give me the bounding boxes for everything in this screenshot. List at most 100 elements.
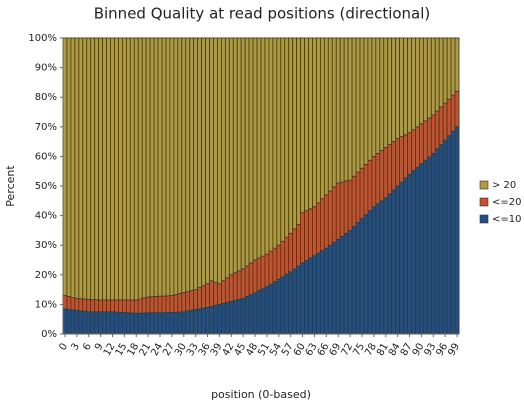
bar-segment [446, 135, 452, 335]
bar-segment [335, 182, 341, 240]
bar-segment [110, 37, 115, 301]
bar-segment [363, 163, 369, 216]
bar-segment [185, 310, 191, 335]
bar-segment [197, 37, 202, 288]
bar-segment [122, 311, 127, 335]
bar-segment [316, 202, 321, 254]
y-tick-label: 40% [35, 211, 57, 222]
bar-segment [153, 37, 159, 297]
bar-segment [284, 273, 290, 335]
bar-segment [118, 311, 123, 335]
y-tick-label: 80% [35, 92, 57, 103]
y-tick-label: 100% [28, 33, 57, 44]
bar-segment [347, 229, 353, 335]
bar-segment [169, 311, 175, 335]
bar-segment [355, 222, 361, 335]
bar-segment [403, 134, 408, 179]
bar-segment [244, 265, 250, 297]
bar-segment [292, 268, 298, 335]
bar-segment [264, 253, 270, 288]
bar-segment [240, 298, 246, 335]
x-axis-label: position (0-based) [211, 388, 311, 401]
bar-segment [153, 312, 159, 335]
bar-segment [442, 37, 448, 104]
bar-segment [434, 110, 440, 150]
bar-segment [70, 37, 76, 298]
bar-segment [205, 283, 210, 308]
bar-segment [371, 206, 377, 335]
bar-segment [78, 37, 84, 300]
bar-segment [327, 37, 333, 192]
bar-segment [220, 303, 226, 335]
bar-segment [94, 37, 100, 301]
bar-segment [308, 257, 313, 335]
bar-segment [86, 311, 92, 335]
bar-segment [157, 37, 163, 297]
legend-label: <=10 [492, 214, 521, 225]
bar-segment [387, 193, 393, 335]
bar-segment [213, 304, 218, 335]
bar-segment [78, 310, 84, 335]
bar-segment [383, 197, 389, 335]
bar-segment [217, 303, 222, 335]
bar-segment [418, 37, 424, 125]
bar-segment [161, 312, 167, 335]
bar-segment [391, 189, 397, 335]
bar-segment [217, 37, 222, 285]
bar-segment [264, 37, 270, 255]
bar-segment [161, 37, 167, 297]
bar-segment [66, 309, 72, 335]
bar-segment [137, 37, 143, 300]
bar-segment [304, 210, 309, 261]
bar-segment [296, 265, 302, 335]
bar-segment [391, 141, 397, 191]
x-tick-label: 3 [69, 342, 82, 353]
bar-segment [177, 293, 183, 313]
bar-segment [454, 90, 460, 128]
bar-segment [252, 37, 258, 261]
bar-segment [276, 37, 282, 246]
bar-segment [296, 37, 302, 225]
bar-segment [165, 311, 171, 335]
bar-segment [399, 136, 404, 183]
bar-segment [272, 281, 278, 335]
bar-segment [300, 212, 305, 264]
bar-segment [359, 218, 365, 335]
bar-segment [209, 37, 214, 282]
x-tick-label: 0 [57, 342, 70, 353]
x-tick-label: 6 [81, 342, 94, 353]
bar-segment [339, 181, 345, 237]
bar-segment [434, 148, 440, 335]
bar-segment [296, 224, 302, 267]
bar-segment [407, 37, 412, 134]
bar-segment [90, 37, 96, 301]
bar-segment [323, 37, 329, 196]
bar-segment [228, 301, 234, 335]
bar-segment [145, 37, 151, 298]
bar-segment [228, 37, 234, 276]
y-tick-label: 30% [35, 240, 57, 251]
bar-segment [213, 281, 218, 306]
bar-segment [232, 272, 238, 301]
bar-segment [434, 37, 440, 112]
bar-segment [129, 299, 135, 314]
bar-segment [391, 37, 397, 142]
bar-segment [62, 308, 68, 335]
bar-segment [395, 37, 401, 140]
bar-segment [316, 252, 321, 335]
bar-segment [114, 311, 119, 335]
bar-segment [244, 37, 250, 267]
bar-segment [288, 232, 294, 273]
bar-segment [347, 37, 353, 181]
bar-segment [106, 299, 111, 313]
bar-segment [205, 306, 210, 335]
bar-segment [395, 185, 401, 335]
bar-segment [347, 179, 353, 231]
bar-segment [430, 114, 436, 154]
bar-segment [173, 37, 179, 296]
bar-segment [185, 37, 191, 293]
bar-segment [193, 289, 199, 310]
bar-segment [224, 277, 230, 303]
bar-segment [367, 210, 373, 335]
bar-segment [426, 117, 432, 158]
